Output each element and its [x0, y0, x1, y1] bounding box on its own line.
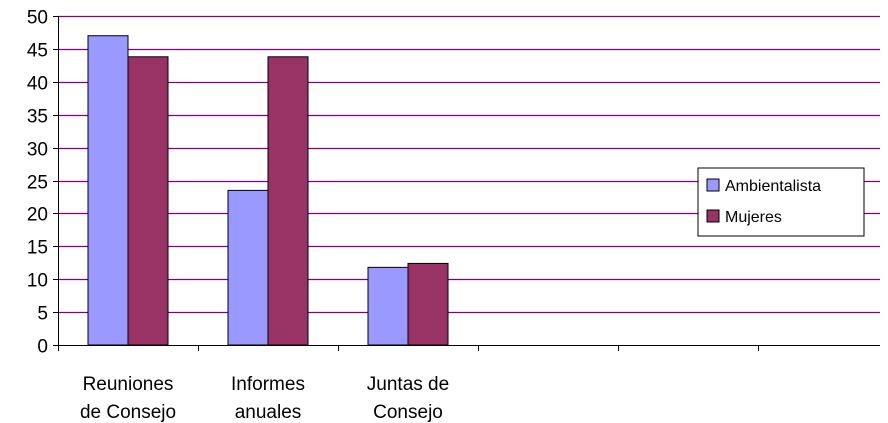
legend-label-mujeres: Mujeres [725, 209, 782, 226]
gridlines [58, 15, 880, 314]
legend: Ambientalista Mujeres [697, 167, 865, 237]
bars [87, 35, 449, 346]
y-tick-label-50: 50 [27, 8, 48, 29]
legend-swatch-mujeres [706, 209, 720, 223]
bar-ambientalista-2 [367, 266, 409, 346]
y-tick-label-20: 20 [27, 205, 48, 226]
y-tick-label-10: 10 [27, 271, 48, 292]
bar-mujeres-2 [407, 262, 449, 346]
bar-ambientalista-0 [87, 35, 129, 346]
y-tick-label-25: 25 [27, 173, 48, 194]
legend-box [697, 167, 865, 237]
legend-swatch-ambientalista [706, 178, 720, 192]
y-tick-label-0: 0 [37, 337, 48, 358]
x-category-label-2: Juntas de Consejo [367, 374, 449, 423]
y-tick-label-40: 40 [27, 74, 48, 95]
bar-mujeres-0 [127, 56, 169, 346]
legend-label-ambientalista: Ambientalista [725, 178, 821, 195]
y-tick-label-45: 45 [27, 41, 48, 62]
y-tick-label-15: 15 [27, 238, 48, 259]
bar-mujeres-1 [267, 56, 309, 346]
y-tick-label-5: 5 [37, 304, 48, 325]
axes [53, 16, 880, 351]
y-tick-label-35: 35 [27, 107, 48, 128]
axis-labels: 0 5 10 15 20 25 30 35 40 45 50 Reuniones de Consejo I… [27, 8, 449, 423]
y-tick-label-30: 30 [27, 140, 48, 161]
x-category-label-0: Reuniones de Consejo [80, 374, 176, 423]
x-category-label-1: Informes anuales [231, 374, 305, 423]
bar-ambientalista-1 [227, 189, 269, 346]
